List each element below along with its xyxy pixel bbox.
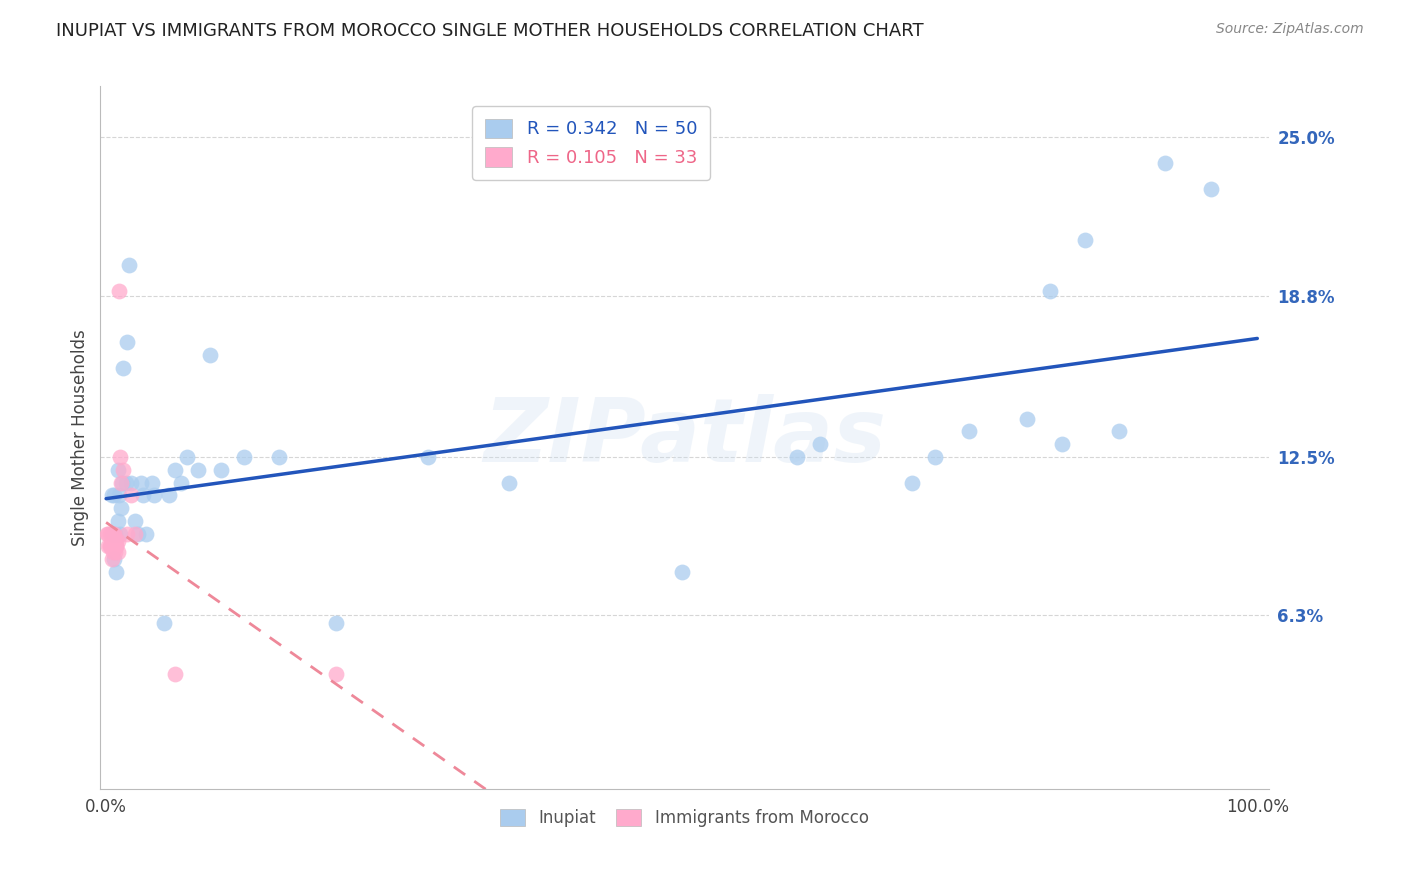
Point (1015, 411, 1038, 425)
Point (101, 544, 124, 558)
Point (1108, 425, 1130, 439)
Point (110, 475, 132, 490)
Point (97, 526, 120, 541)
Point (959, 425, 981, 439)
Point (124, 526, 146, 541)
Point (170, 475, 193, 490)
Point (176, 450, 198, 464)
Point (105, 534, 128, 549)
Point (498, 475, 520, 490)
Point (98, 526, 121, 541)
Point (105, 565, 128, 579)
Point (103, 540, 125, 554)
Point (325, 616, 347, 631)
Point (325, 667, 347, 681)
Point (101, 540, 124, 554)
Point (103, 552, 125, 566)
Text: INUPIAT VS IMMIGRANTS FROM MOROCCO SINGLE MOTHER HOUSEHOLDS CORRELATION CHART: INUPIAT VS IMMIGRANTS FROM MOROCCO SINGL… (56, 22, 924, 40)
Point (267, 450, 290, 464)
Point (108, 450, 131, 464)
Point (101, 526, 124, 541)
Point (124, 514, 146, 528)
Point (233, 450, 256, 464)
Point (1073, 233, 1095, 247)
Point (115, 526, 138, 541)
Point (103, 534, 125, 549)
Point (111, 475, 134, 490)
Point (1199, 181, 1222, 195)
Point (1039, 284, 1062, 298)
Point (187, 463, 209, 477)
Point (118, 258, 141, 272)
Point (105, 540, 128, 554)
Point (107, 284, 129, 298)
Point (143, 488, 166, 502)
Point (101, 488, 124, 502)
Point (157, 488, 180, 502)
Point (105, 540, 128, 554)
Text: ZIPatlas: ZIPatlas (484, 394, 886, 482)
Point (209, 463, 232, 477)
Point (141, 475, 163, 490)
Point (103, 488, 125, 502)
Point (165, 667, 187, 681)
Point (808, 437, 831, 451)
Point (418, 450, 440, 464)
Point (107, 534, 129, 549)
Point (1050, 437, 1073, 451)
Point (107, 544, 129, 558)
Point (101, 540, 124, 554)
Point (671, 565, 693, 579)
Point (100, 540, 122, 554)
Point (112, 360, 135, 375)
Point (132, 488, 155, 502)
Point (120, 488, 142, 502)
Point (98, 540, 121, 554)
Point (1154, 156, 1177, 170)
Point (786, 450, 808, 464)
Point (107, 514, 129, 528)
Point (165, 463, 187, 477)
Point (97, 540, 120, 554)
Point (98, 540, 121, 554)
Point (152, 616, 174, 631)
Point (108, 526, 131, 541)
Point (135, 526, 157, 541)
Point (104, 534, 127, 549)
Point (114, 475, 136, 490)
Point (115, 334, 138, 349)
Point (924, 450, 946, 464)
Point (112, 463, 135, 477)
Point (107, 463, 129, 477)
Legend: Inupiat, Immigrants from Morocco: Inupiat, Immigrants from Morocco (494, 802, 876, 834)
Point (198, 348, 221, 362)
Point (104, 526, 127, 541)
Text: Source: ZipAtlas.com: Source: ZipAtlas.com (1216, 22, 1364, 37)
Point (127, 526, 149, 541)
Point (110, 501, 132, 516)
Point (96, 526, 118, 541)
Point (100, 540, 122, 554)
Point (101, 552, 124, 566)
Point (901, 475, 924, 490)
Point (103, 526, 125, 541)
Point (129, 475, 152, 490)
Point (101, 526, 124, 541)
Point (104, 544, 127, 558)
Point (107, 488, 129, 502)
Point (101, 526, 124, 541)
Y-axis label: Single Mother Households: Single Mother Households (72, 329, 89, 546)
Point (120, 475, 142, 490)
